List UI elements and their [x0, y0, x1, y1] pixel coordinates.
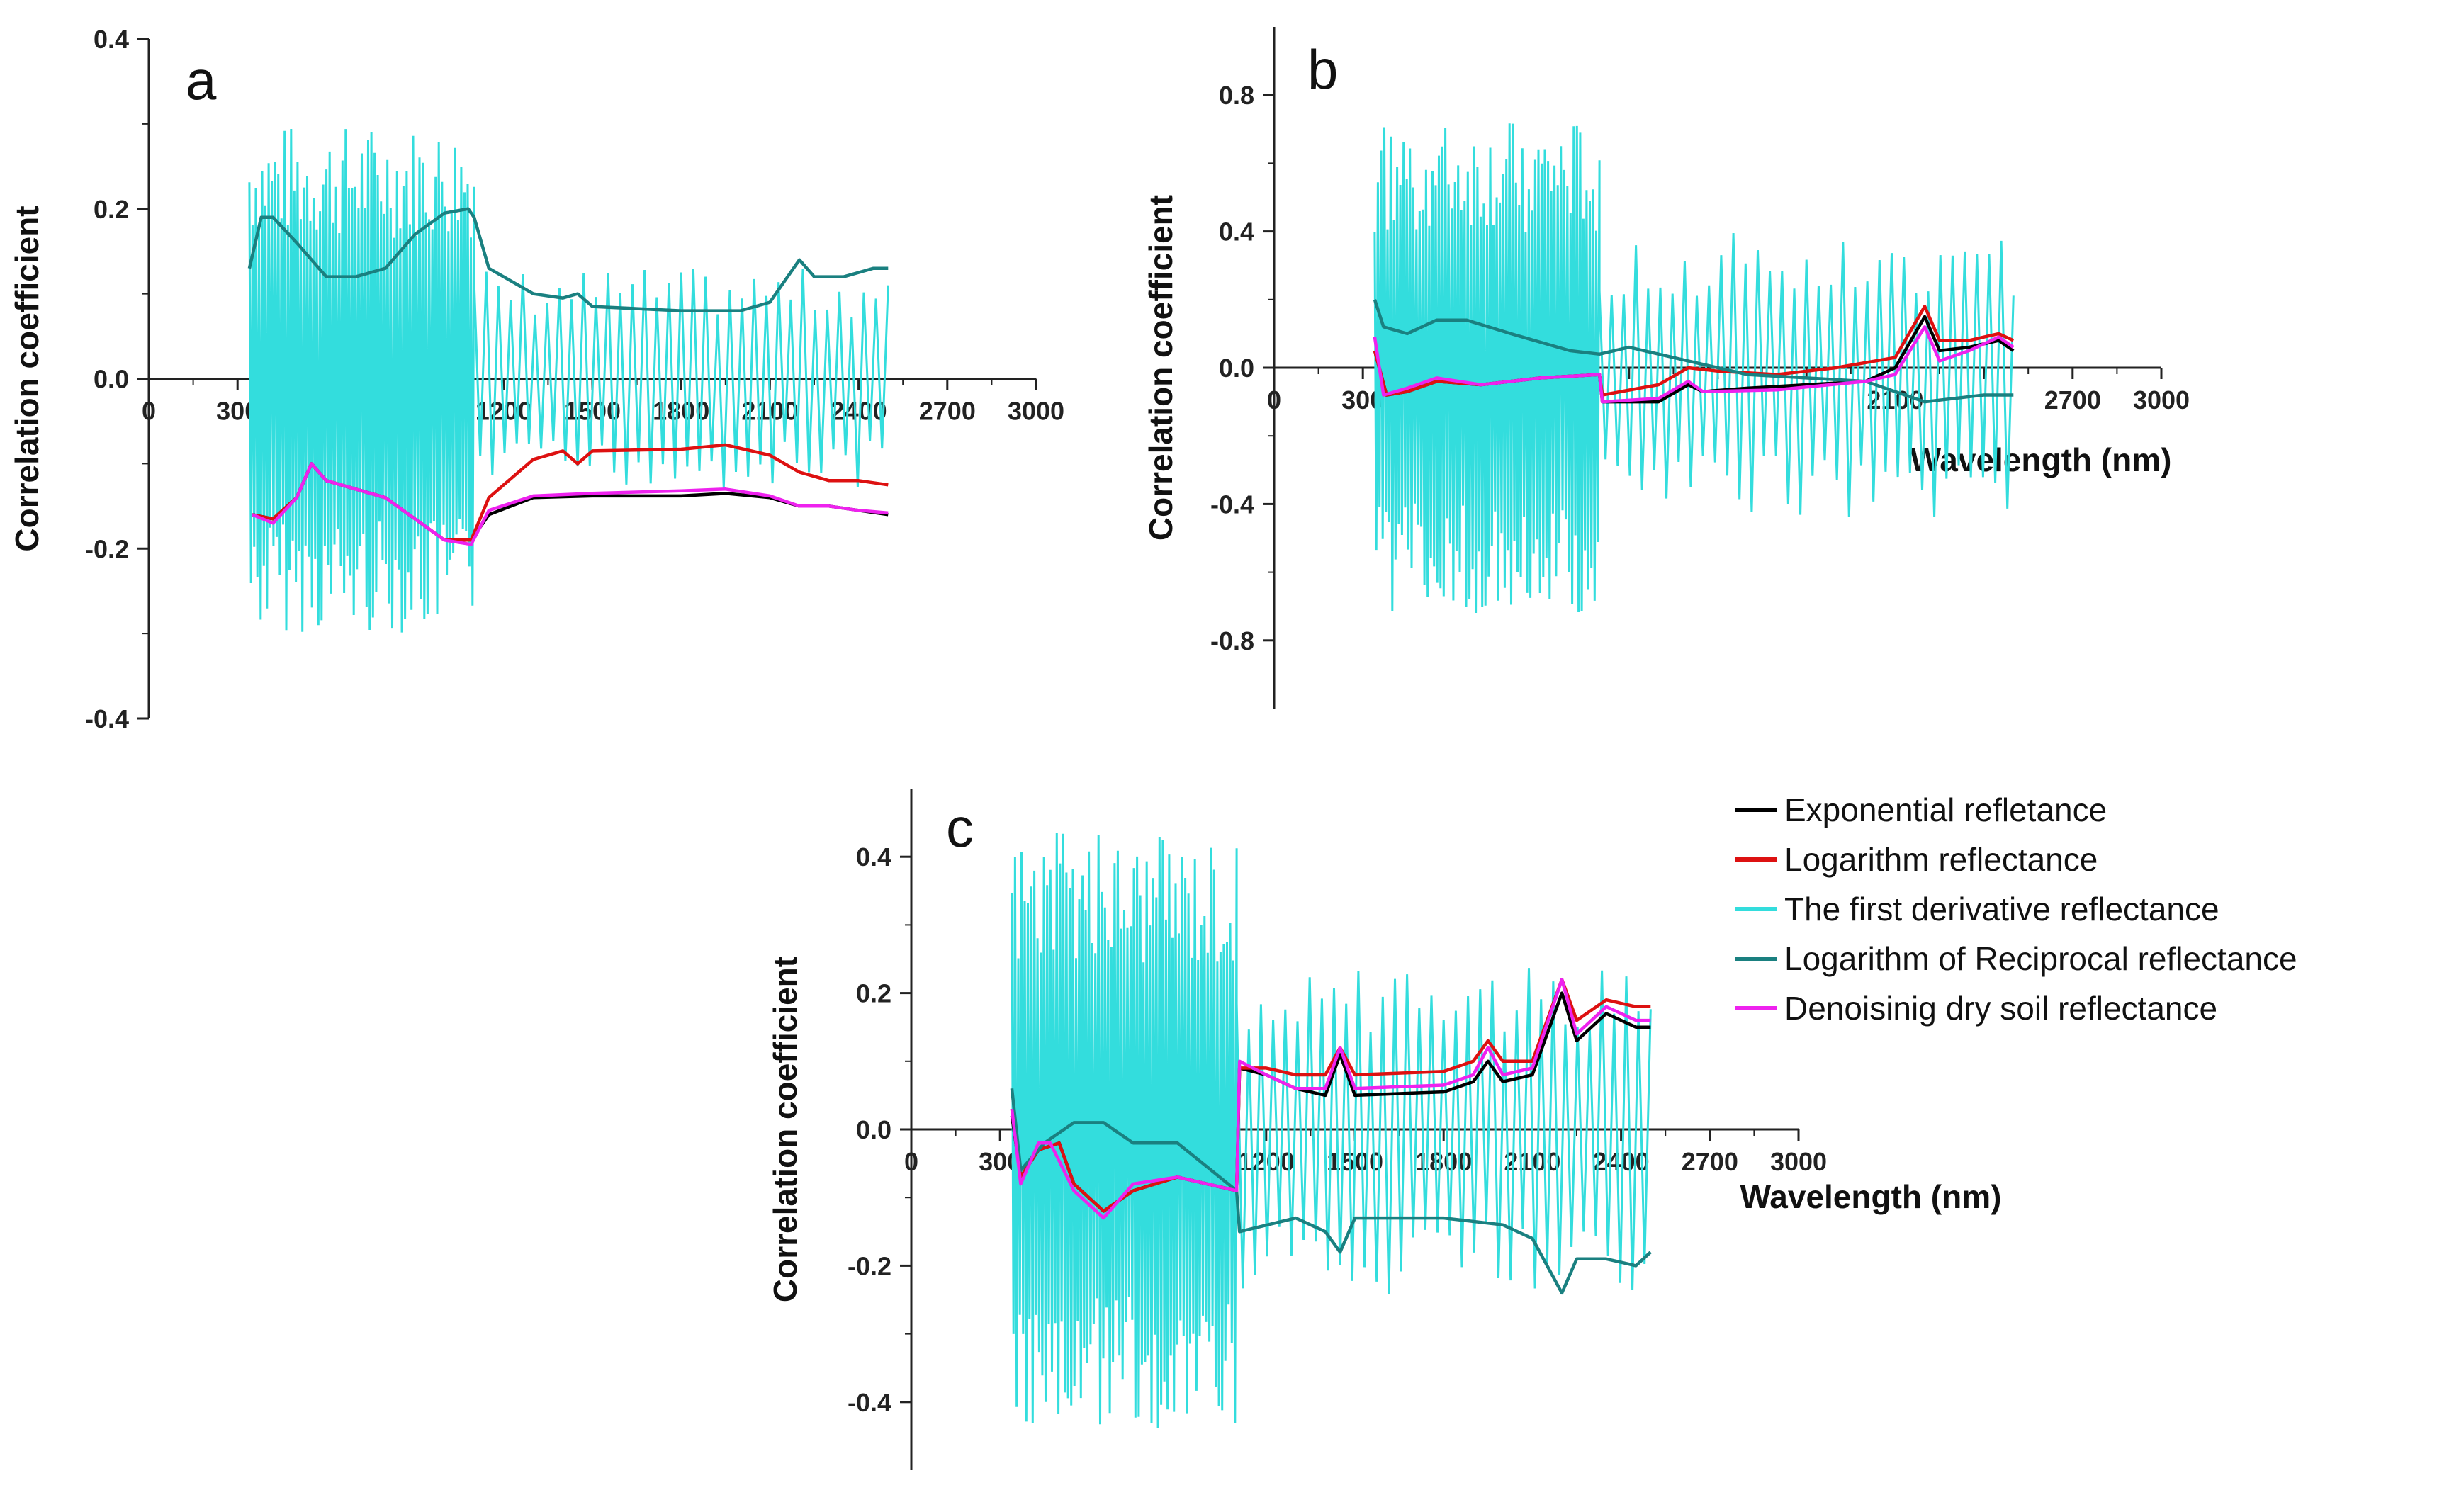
y-tick-label: 0.4 [856, 842, 891, 871]
legend-label: Logarithm of Reciprocal reflectance [1784, 940, 2297, 977]
x-tick-label: 0 [904, 1147, 918, 1176]
y-axis-title: Correlation coefficient [1142, 195, 1179, 541]
legend-item: Logarithm reflectance [1735, 841, 2098, 878]
legend-label: Exponential refletance [1784, 791, 2107, 828]
x-axis-title: Wavelength (nm) [1910, 441, 2172, 478]
legend-item: The first derivative reflectance [1735, 891, 2219, 927]
x-tick-label: 2400 [1593, 1147, 1650, 1176]
y-tick-label: -0.4 [848, 1388, 891, 1417]
x-tick-label: 2700 [919, 397, 976, 426]
y-tick-label: 0.0 [856, 1115, 891, 1144]
x-tick-label: 3000 [1770, 1147, 1827, 1176]
y-tick-label: 0.0 [94, 365, 129, 394]
x-tick-label: 0 [142, 397, 156, 426]
x-axis-title: Wavelength (nm) [1740, 1178, 2002, 1215]
legend-label: The first derivative reflectance [1784, 891, 2219, 927]
panel-letter: c [946, 796, 974, 859]
x-tick-label: 2400 [831, 397, 887, 426]
panel-c: -0.4-0.20.00.20.40 300 1200 1500 1800 2100 240… [767, 789, 2001, 1470]
panel-letter: b [1307, 38, 1338, 101]
y-tick-label: -0.4 [1210, 490, 1254, 519]
legend-item: Logarithm of Reciprocal reflectance [1735, 940, 2297, 977]
series-logarithm-reflectance [1373, 305, 2015, 397]
series-denoisinig-dry-soil-reflectance [252, 462, 889, 546]
y-tick-label: 0.2 [856, 979, 891, 1008]
legend-label: Denoisinig dry soil reflectance [1784, 990, 2217, 1027]
series-denoisinig-dry-soil-reflectance [1373, 325, 2015, 404]
panels: -0.4-0.20.00.20.40 300 1200 1500 1800 2100 240… [9, 25, 2190, 1470]
series-logarithm-of-reciprocal-reflectance [1373, 299, 2014, 404]
panel-a: -0.4-0.20.00.20.40 300 1200 1500 1800 2100 240… [9, 25, 1064, 733]
series-denoisinig-dry-soil-reflectance [1010, 978, 1651, 1220]
x-tick-label: 2700 [2044, 385, 2101, 414]
x-tick-label: 3000 [1008, 397, 1064, 426]
y-tick-label: 0.0 [1219, 354, 1254, 383]
y-axis-title: Correlation coefficient [9, 205, 45, 551]
legend-item: Exponential refletance [1735, 791, 2107, 828]
series-first-derivative-reflectance [248, 128, 889, 633]
panel-letter: a [186, 49, 217, 111]
y-tick-label: -0.2 [848, 1251, 891, 1280]
y-tick-label: -0.4 [85, 704, 129, 733]
y-tick-label: 0.4 [94, 25, 129, 54]
y-tick-label: 0.2 [94, 195, 129, 224]
y-tick-label: 0.8 [1219, 81, 1254, 110]
y-tick-label: -0.8 [1210, 626, 1254, 655]
legend-item: Denoisinig dry soil reflectance [1735, 990, 2217, 1027]
x-tick-label: 0 [1267, 385, 1281, 414]
y-tick-label: 0.4 [1219, 218, 1254, 247]
panel-b: -0.8-0.40.00.40.80 300 2100 2700 3000Correla… [1142, 27, 2190, 709]
legend: Exponential refletance Logarithm reflecta… [1735, 791, 2297, 1027]
x-tick-label: 3000 [2133, 385, 2190, 414]
x-tick-label: 2700 [1682, 1147, 1738, 1176]
y-axis-title: Correlation coefficient [767, 957, 804, 1302]
legend-label: Logarithm reflectance [1784, 841, 2098, 878]
series-logarithm-of-reciprocal-reflectance [1010, 1088, 1652, 1295]
y-tick-label: -0.2 [85, 534, 129, 563]
x-tick-label: 1200 [1238, 1147, 1295, 1176]
series-first-derivative-reflectance [1373, 123, 2015, 614]
series-logarithm-of-reciprocal-reflectance [247, 207, 889, 312]
series-first-derivative-reflectance [1011, 833, 1652, 1428]
